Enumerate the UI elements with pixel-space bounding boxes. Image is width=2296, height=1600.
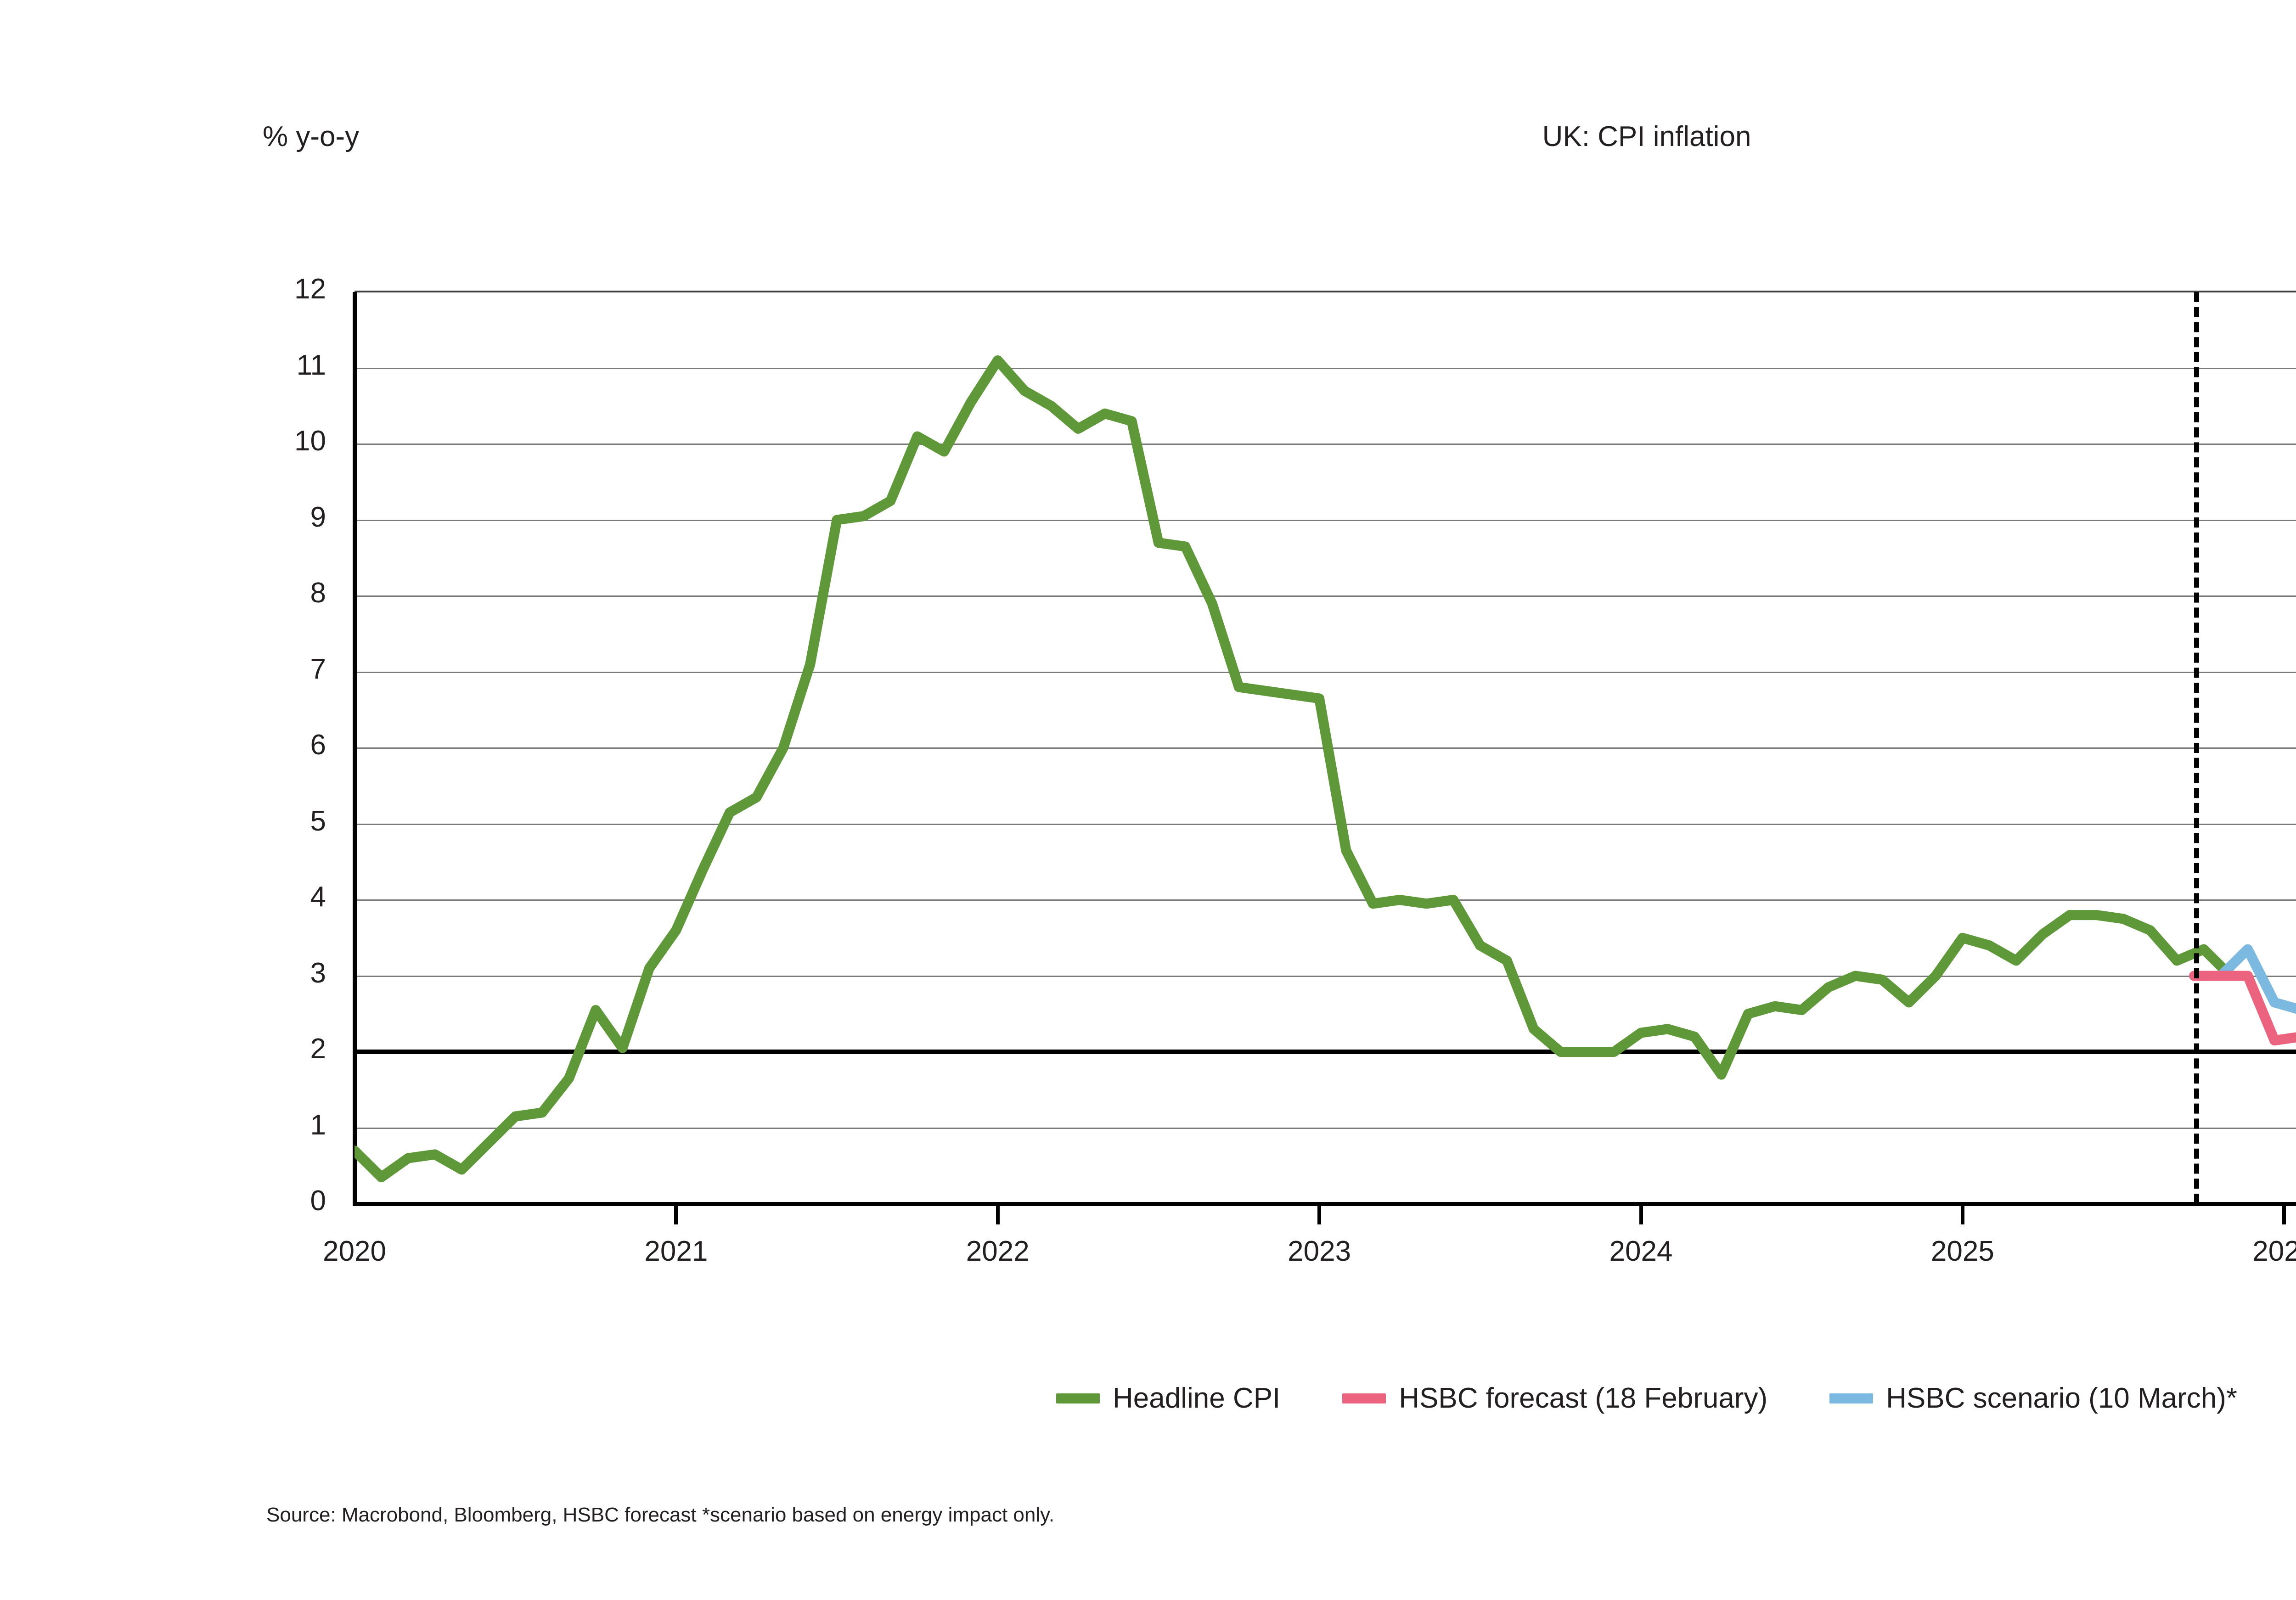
legend-swatch-icon [1829,1393,1874,1404]
y-axis-tick-label: 3 [310,957,326,989]
gridline [355,595,2296,597]
legend-swatch-icon [1342,1393,1386,1404]
y-axis-tick-label: 9 [310,501,326,533]
x-axis-tick-mark [996,1206,1000,1224]
y-axis-tick-label: 11 [296,349,326,381]
x-axis-tick-label: 2022 [966,1235,1030,1267]
chart-title: UK: CPI inflation [1542,121,1751,152]
series-lines [355,355,2296,1183]
x-axis-tick-label: 2025 [1930,1235,1994,1267]
y-axis-tick-label: 1 [310,1109,326,1141]
x-axis-tick-label: 2023 [1288,1235,1351,1267]
x-axis-tick-label: 2020 [323,1235,386,1267]
gridline [355,1127,2296,1129]
y-axis-tick-label: 5 [310,805,326,837]
gridline [355,367,2296,369]
y-axis-tick-label: 6 [310,729,326,761]
legend-label: HSBC scenario (10 March)* [1886,1382,2238,1414]
legend-label: HSBC forecast (18 February) [1399,1382,1768,1414]
legend-item-headline-cpi[interactable]: Headline CPI [1056,1382,1280,1415]
plot-axis-left [353,292,357,1206]
plot-axis-bottom [353,1202,2296,1206]
chart-legend: Headline CPI HSBC forecast (18 February)… [0,1382,2296,1415]
legend-label: Headline CPI [1112,1382,1281,1414]
y-axis-tick-label: 4 [310,881,326,913]
x-axis-tick-mark [2282,1206,2286,1224]
y-axis-tick-label: 2 [310,1033,326,1065]
gridline [355,1050,2296,1054]
source-note: Source: Macrobond, Bloomberg, HSBC forec… [266,1504,1055,1526]
x-axis-tick-mark [674,1206,678,1224]
legend-item-hsbc-forecast[interactable]: HSBC forecast (18 February) [1342,1382,1767,1415]
left-axis-unit-label: % y-o-y [263,121,360,152]
x-axis-tick-label: 2024 [1609,1235,1673,1267]
y-axis-tick-label: 8 [310,577,326,609]
y-axis-tick-label: 0 [310,1185,326,1217]
gridline [355,444,2296,445]
forecast-divider-line [2194,292,2200,1204]
x-axis-tick-mark [1639,1206,1643,1224]
plot-border-top [355,291,2296,292]
y-axis-tick-label: 7 [310,653,326,685]
gridline [355,671,2296,673]
gridline [355,823,2296,825]
gridline [355,975,2296,977]
series-line-hsbc-scenario [2189,944,2296,1014]
legend-swatch-icon [1056,1393,1100,1404]
y-axis-tick-label: 12 [294,273,326,305]
x-axis-tick-label: 2021 [644,1235,708,1267]
legend-item-hsbc-scenario[interactable]: HSBC scenario (10 March)* [1829,1382,2237,1415]
series-line-headline-cpi [355,355,2236,1183]
gridline [355,519,2296,521]
x-axis-tick-label: 2026 [2252,1235,2296,1267]
x-axis-tick-mark [1317,1206,1322,1224]
series-line-hsbc-forecast [2189,971,2296,1046]
x-axis-tick-mark [1960,1206,1964,1224]
y-axis-tick-label: 10 [294,425,326,457]
gridline [355,899,2296,901]
